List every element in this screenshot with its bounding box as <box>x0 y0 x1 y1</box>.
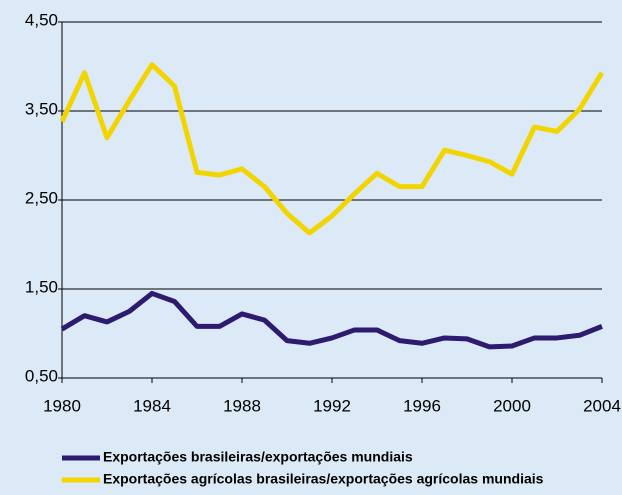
x-tick-label: 1988 <box>223 396 261 415</box>
x-tick-label: 2000 <box>493 396 531 415</box>
x-tick-label: 1992 <box>313 396 351 415</box>
x-tick-label: 2004 <box>583 396 621 415</box>
y-tick-label: 2,50 <box>25 188 58 207</box>
y-tick-label: 4,50 <box>25 10 58 29</box>
series-line <box>60 290 603 350</box>
legend-label: Exportações agrícolas brasileiras/export… <box>103 471 544 487</box>
x-tick-label: 1996 <box>403 396 441 415</box>
legend-label: Exportações brasileiras/exportações mund… <box>103 449 413 465</box>
y-tick-label: 3,50 <box>25 99 58 118</box>
x-tick-label: 1980 <box>43 396 81 415</box>
y-tick-label: 0,50 <box>25 366 58 385</box>
x-tick-label: 1984 <box>133 396 171 415</box>
y-tick-label: 1,50 <box>25 277 58 296</box>
series-line <box>59 62 605 236</box>
